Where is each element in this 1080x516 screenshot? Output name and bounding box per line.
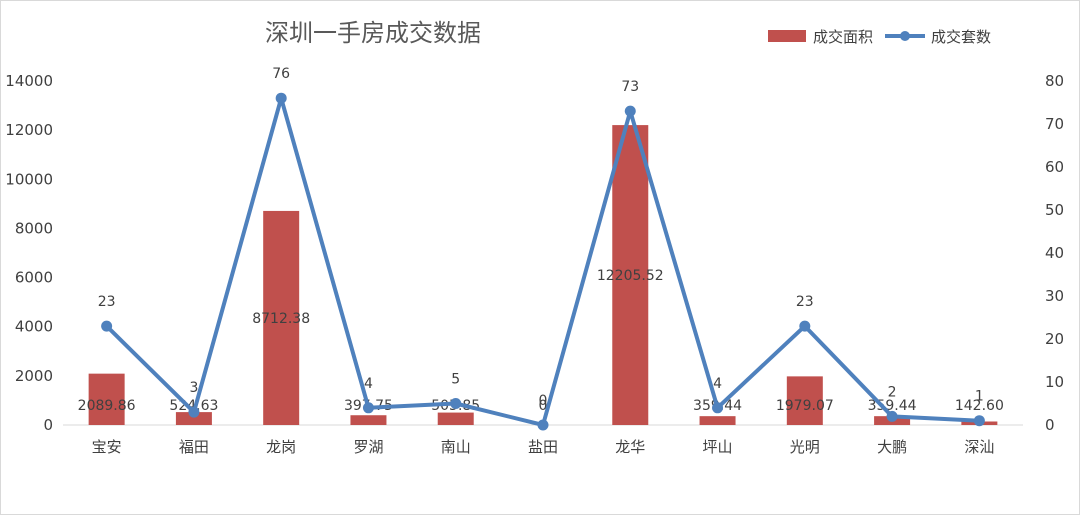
bar-data-label: 2089.86 bbox=[78, 398, 136, 414]
right-axis-tick-label: 70 bbox=[1045, 115, 1064, 133]
line-data-label: 2 bbox=[888, 384, 897, 400]
legend-marker-count bbox=[900, 31, 910, 41]
category-label: 宝安 bbox=[92, 438, 122, 456]
bar-series bbox=[88, 125, 998, 426]
bar bbox=[263, 210, 300, 425]
line-data-label: 73 bbox=[621, 79, 639, 95]
right-axis-tick-label: 0 bbox=[1045, 416, 1055, 434]
category-label: 南山 bbox=[441, 438, 471, 456]
line-data-label: 5 bbox=[451, 372, 460, 388]
line-point bbox=[712, 402, 724, 414]
left-axis-tick-label: 12000 bbox=[5, 121, 53, 139]
left-axis-tick-label: 6000 bbox=[15, 269, 53, 287]
bar bbox=[699, 416, 736, 425]
bar bbox=[786, 376, 823, 425]
right-axis-tick-label: 30 bbox=[1045, 287, 1064, 305]
left-axis: 0 2000 4000 6000 8000 10000 12000 14000 bbox=[5, 72, 53, 434]
right-axis-tick-label: 60 bbox=[1045, 158, 1064, 176]
line-point bbox=[275, 92, 287, 104]
bar-data-label: 12205.52 bbox=[597, 268, 664, 284]
line-point bbox=[188, 406, 200, 418]
line-data-labels: 23 3 76 4 5 0 73 4 23 2 1 bbox=[98, 66, 984, 409]
line-path bbox=[105, 96, 980, 427]
left-axis-tick-label: 8000 bbox=[15, 219, 53, 237]
right-axis: 0 10 20 30 40 50 60 70 80 bbox=[1045, 72, 1064, 434]
category-label: 盐田 bbox=[528, 438, 558, 456]
bar-data-label: 142.60 bbox=[955, 398, 1004, 414]
line-data-label: 3 bbox=[189, 380, 198, 396]
line-point bbox=[537, 419, 549, 431]
category-labels: 宝安 福田 龙岗 罗湖 南山 盐田 龙华 坪山 光明 大鹏 深汕 bbox=[92, 438, 995, 456]
legend: 成交面积 成交套数 bbox=[768, 28, 991, 46]
bar-data-label: 1979.07 bbox=[776, 398, 834, 414]
line-data-label: 23 bbox=[796, 294, 814, 310]
bar bbox=[350, 415, 387, 425]
line-point bbox=[362, 402, 374, 414]
right-axis-tick-label: 10 bbox=[1045, 373, 1064, 391]
category-label: 龙岗 bbox=[266, 438, 296, 456]
line-data-label: 4 bbox=[364, 376, 373, 392]
right-axis-tick-label: 20 bbox=[1045, 330, 1064, 348]
left-axis-tick-label: 4000 bbox=[15, 318, 53, 336]
line-data-label: 4 bbox=[713, 376, 722, 392]
bar bbox=[612, 125, 649, 426]
category-label: 龙华 bbox=[615, 438, 645, 456]
left-axis-tick-label: 14000 bbox=[5, 72, 53, 90]
line-point bbox=[450, 398, 462, 409]
right-axis-tick-label: 40 bbox=[1045, 244, 1064, 262]
bar-data-label: 8712.38 bbox=[252, 311, 310, 327]
category-label: 罗湖 bbox=[353, 438, 383, 456]
line-data-label: 23 bbox=[98, 294, 116, 310]
category-label: 深汕 bbox=[964, 438, 994, 456]
line-point bbox=[624, 105, 636, 117]
line-point bbox=[886, 410, 898, 422]
line-data-label: 76 bbox=[272, 66, 290, 82]
line-point bbox=[973, 415, 985, 427]
legend-label-area: 成交面积 bbox=[813, 28, 873, 46]
legend-swatch-area bbox=[768, 30, 806, 42]
category-label: 大鹏 bbox=[877, 438, 907, 456]
bar-data-label: 0 bbox=[539, 398, 548, 414]
right-axis-tick-label: 50 bbox=[1045, 201, 1064, 219]
right-axis-tick-label: 80 bbox=[1045, 72, 1064, 90]
bar bbox=[175, 412, 212, 425]
line-data-label: 1 bbox=[975, 389, 984, 405]
line-series bbox=[101, 92, 985, 431]
chart-title: 深圳一手房成交数据 bbox=[265, 19, 481, 47]
line-point bbox=[101, 320, 113, 332]
left-axis-tick-label: 10000 bbox=[5, 170, 53, 188]
line-data-label: 0 bbox=[539, 393, 548, 409]
left-axis-tick-label: 0 bbox=[43, 416, 53, 434]
legend-label-count: 成交套数 bbox=[931, 28, 991, 46]
bar bbox=[437, 412, 474, 425]
category-label: 福田 bbox=[179, 438, 209, 456]
left-axis-tick-label: 2000 bbox=[15, 367, 53, 385]
bar bbox=[88, 373, 125, 425]
category-label: 光明 bbox=[790, 438, 820, 456]
line-point bbox=[799, 320, 811, 332]
category-label: 坪山 bbox=[703, 438, 733, 456]
